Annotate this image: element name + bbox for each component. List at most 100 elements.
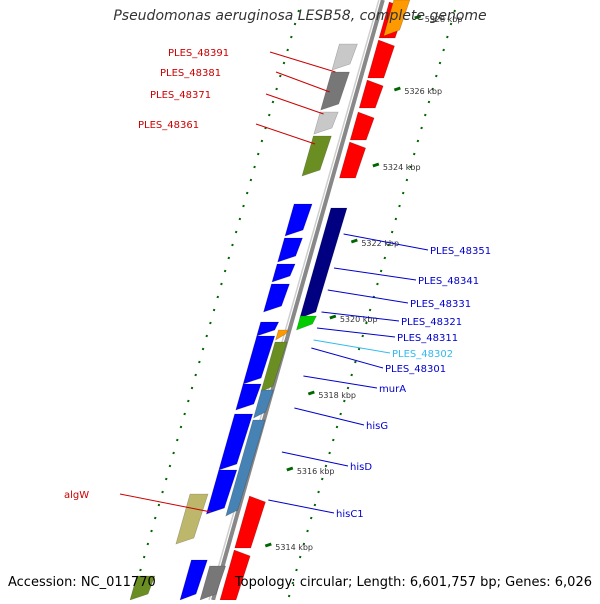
scale-dot-right [295, 568, 298, 572]
scale-dot-left [205, 334, 208, 338]
scale-dot-right [313, 503, 317, 507]
gene-forward [383, 0, 411, 37]
scale-dot-right [449, 22, 453, 26]
tick-mark [264, 542, 272, 548]
scale-dot-right [328, 451, 331, 455]
label-leader [321, 311, 400, 322]
tick-label: 5322 kbp [361, 239, 399, 248]
gene-reverse [129, 575, 156, 601]
gene-label: PLES_48361 [138, 120, 199, 131]
gene-label: murA [379, 384, 406, 395]
scale-dot-left [201, 347, 205, 351]
scale-dot-left [279, 74, 282, 78]
scale-dot-left [187, 399, 190, 403]
gene-label: PLES_48351 [430, 246, 491, 257]
scale-dot-left [268, 113, 271, 117]
scale-dot-right [390, 230, 394, 234]
tick-mark [414, 14, 422, 20]
gene-label: PLES_48371 [150, 90, 211, 101]
gene-reverse [331, 43, 358, 71]
tick-mark [286, 466, 294, 472]
label-leader [255, 123, 316, 145]
scale-dot-left [234, 230, 238, 234]
scale-dot-left [168, 464, 172, 468]
scale-dot-left [231, 243, 234, 247]
gene-label: PLES_48301 [385, 364, 446, 375]
scale-dot-left [198, 360, 201, 364]
gene-label: PLES_48302 [392, 349, 453, 360]
gene-reverse [263, 283, 290, 313]
scale-dot-right [398, 204, 401, 208]
scale-dot-right [320, 477, 324, 481]
scale-dot-right [339, 412, 342, 416]
scale-dot-left [172, 451, 175, 455]
scale-dot-left [238, 217, 242, 221]
scale-dot-left [150, 529, 153, 533]
gene-reverse [218, 413, 254, 471]
gene-forward [299, 207, 348, 319]
scale-dot-right [431, 87, 434, 91]
gene-reverse [277, 237, 303, 263]
scale-dot-right [394, 217, 398, 221]
scale-dot-left [245, 191, 249, 195]
scale-dot-right [335, 425, 339, 429]
scale-dot-right [354, 360, 357, 364]
gene-reverse [235, 383, 262, 411]
gene-reverse [275, 329, 290, 341]
scale-dot-left [297, 9, 300, 13]
accession-text: Accession: NC_011770 [8, 575, 156, 590]
scale-dot-right [368, 308, 372, 312]
gene-label: PLES_48321 [401, 317, 462, 328]
gene-reverse [253, 389, 274, 419]
scale-dot-left [253, 165, 256, 169]
scale-dot-right [332, 438, 335, 442]
scale-dot-left [282, 61, 286, 65]
gene-label: hisG [366, 421, 388, 432]
tick-mark [372, 162, 380, 168]
scale-dot-right [412, 152, 416, 156]
gene-reverse [271, 263, 296, 283]
tick-mark [350, 238, 358, 244]
scale-dot-right [287, 594, 291, 598]
scale-dot-left [242, 204, 245, 208]
scale-dot-right [401, 191, 405, 195]
scale-dot-right [361, 334, 364, 338]
tick-label: 5328 kbp [425, 15, 463, 24]
gene-reverse [260, 341, 288, 393]
scale-dot-left [220, 282, 223, 286]
gene-forward [349, 111, 375, 141]
scale-dot-right [453, 9, 456, 13]
tick-label: 5316 kbp [297, 467, 335, 476]
label-leader [343, 233, 429, 251]
backbone-line [211, 0, 385, 601]
scale-dot-left [142, 555, 146, 559]
gene-forward [367, 39, 395, 79]
scale-dot-right [298, 555, 302, 559]
scale-dot-right [317, 490, 320, 494]
label-leader [313, 339, 391, 354]
tick-mark [393, 86, 401, 92]
genome-summary-text: Topology: circular; Length: 6,601,757 bp… [234, 575, 592, 590]
gene-reverse [301, 135, 332, 177]
scale-dot-left [212, 308, 216, 312]
scale-dot-left [190, 386, 194, 390]
scale-dot-left [139, 568, 142, 572]
gene-label: algW [64, 490, 89, 501]
scale-dot-right [357, 347, 361, 351]
scale-dot-right [420, 126, 423, 130]
gene-reverse [225, 419, 266, 517]
scale-dot-left [161, 490, 164, 494]
label-leader [268, 499, 335, 514]
scale-dot-left [275, 87, 278, 91]
gene-label: PLES_48381 [160, 68, 221, 79]
map-title: Pseudomonas aeruginosa LESB58, complete … [113, 8, 487, 24]
scale-dot-right [383, 256, 387, 260]
tick-label: 5324 kbp [383, 163, 421, 172]
gene-label: PLES_48311 [397, 333, 458, 344]
scale-dot-left [227, 256, 231, 260]
gene-forward [339, 141, 367, 179]
tick-label: 5320 kbp [340, 315, 378, 324]
gene-reverse [284, 203, 313, 237]
gene-reverse [179, 559, 208, 601]
